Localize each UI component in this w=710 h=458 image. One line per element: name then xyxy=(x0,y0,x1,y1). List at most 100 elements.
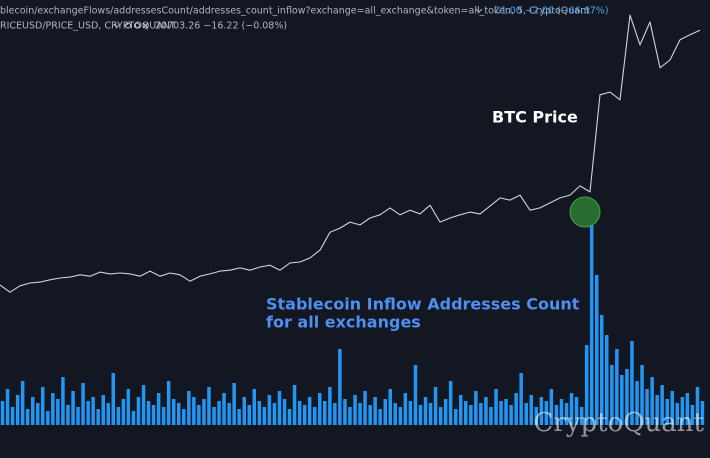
inflow-bar xyxy=(146,401,151,425)
inflow-bar xyxy=(358,403,362,425)
inflow-bar xyxy=(418,405,423,425)
inflow-bar xyxy=(227,403,231,425)
inflow-bar xyxy=(76,407,80,425)
inflow-bar xyxy=(96,409,100,425)
watermark: CryptoQuant xyxy=(533,408,704,438)
inflow-bar xyxy=(600,315,604,425)
inflow-bar xyxy=(277,391,282,425)
header-source: blecoin/exchangeFlows/addressesCount/add… xyxy=(0,6,590,17)
inflow-bar xyxy=(549,389,554,425)
inflow-bar xyxy=(700,401,705,425)
inflow-bar xyxy=(469,405,473,425)
inflow-bar xyxy=(519,373,523,425)
inflow-bar xyxy=(41,387,45,425)
inflow-bar xyxy=(292,385,297,425)
inflow-bar xyxy=(383,399,387,425)
inflow-bar xyxy=(398,407,403,425)
inflow-bar xyxy=(217,401,221,425)
inflow-bar xyxy=(635,381,639,425)
inflow-bar xyxy=(574,397,579,425)
inflow-bar xyxy=(489,407,493,425)
inflow-bar xyxy=(197,405,201,425)
inflow-bar xyxy=(237,409,241,425)
inflow-bar xyxy=(81,383,85,425)
inflow-bar xyxy=(131,411,136,425)
inflow-bar xyxy=(36,403,40,425)
inflow-bar xyxy=(338,349,342,425)
inflow-bar xyxy=(524,403,528,425)
inflow-bar xyxy=(539,397,544,425)
inflow-bar xyxy=(25,409,30,425)
inflow-bar xyxy=(267,395,272,425)
inflow-bar xyxy=(595,275,599,425)
inflow-bar xyxy=(544,401,549,425)
inflow-bar xyxy=(106,403,110,425)
inflow-bar xyxy=(348,407,352,425)
inflow-bar xyxy=(15,395,20,425)
inflow-bar xyxy=(499,401,503,425)
inflow-bar xyxy=(484,397,488,425)
inflow-bar xyxy=(464,401,468,425)
inflow-bar xyxy=(448,381,453,425)
inflow-bar xyxy=(640,365,644,425)
inflow-bar xyxy=(680,397,685,425)
inflow-bar xyxy=(136,397,141,425)
visibility-icon[interactable] xyxy=(125,22,131,29)
inflow-bar xyxy=(584,345,589,425)
inflow-bar xyxy=(151,405,156,425)
inflow-bar xyxy=(307,397,312,425)
inflow-bar xyxy=(156,393,161,425)
inflow-bar xyxy=(655,395,659,425)
inflow-annotation: Stablecoin Inflow Addresses Count xyxy=(266,295,580,314)
dropdown-icon[interactable] xyxy=(113,23,121,28)
inflow-bar xyxy=(126,389,131,425)
inflow-bar xyxy=(61,377,65,425)
inflow-bar xyxy=(605,335,609,425)
inflow-bar xyxy=(101,395,105,425)
inflow-bar xyxy=(242,397,246,425)
inflow-bar xyxy=(252,389,256,425)
inflow-bar xyxy=(388,389,392,425)
inflow-bar xyxy=(610,365,614,425)
inflow-bar xyxy=(665,399,669,425)
inflow-bar xyxy=(318,393,322,425)
inflow-bar xyxy=(534,407,538,425)
inflow-bar xyxy=(111,373,115,425)
inflow-bar xyxy=(373,397,377,425)
inflow-bar xyxy=(262,407,267,425)
settings-icon[interactable] xyxy=(134,22,140,29)
inflow-bar xyxy=(166,381,171,425)
inflow-bar xyxy=(625,369,629,425)
price-annotation: BTC Price xyxy=(492,108,578,127)
highlight-circle xyxy=(569,196,601,228)
inflow-bar xyxy=(479,403,483,425)
inflow-bar xyxy=(670,391,674,425)
inflow-bar xyxy=(323,401,327,425)
inflow-bar xyxy=(192,397,196,425)
inflow-bar xyxy=(66,405,70,425)
inflow-bar xyxy=(589,225,594,425)
header-symbol: RICEUSD/PRICE_USD, CRYPTOQUANT xyxy=(0,21,176,32)
inflow-bar xyxy=(302,405,307,425)
inflow-bar xyxy=(514,393,518,425)
inflow-bar xyxy=(368,405,372,425)
inflow-bar xyxy=(212,407,216,425)
inflow-bar xyxy=(182,409,186,425)
line-layer xyxy=(0,14,701,293)
inflow-bar xyxy=(559,399,564,425)
inflow-bar xyxy=(620,375,624,425)
inflow-bar xyxy=(20,381,25,425)
inflow-bar xyxy=(564,403,569,425)
inflow-bar xyxy=(297,401,302,425)
inflow-bar xyxy=(615,349,619,425)
inflow-bar xyxy=(529,395,533,425)
inflow-bar xyxy=(91,397,95,425)
inflow-bar xyxy=(313,407,317,425)
inflow-annotation-line2: for all exchanges xyxy=(266,313,421,332)
inflow-bar xyxy=(46,411,50,425)
inflow-bar xyxy=(438,407,443,425)
inflow-bar xyxy=(504,399,508,425)
inflow-bar xyxy=(272,403,277,425)
inflow-bar xyxy=(630,341,634,425)
close-icon[interactable] xyxy=(142,22,149,29)
